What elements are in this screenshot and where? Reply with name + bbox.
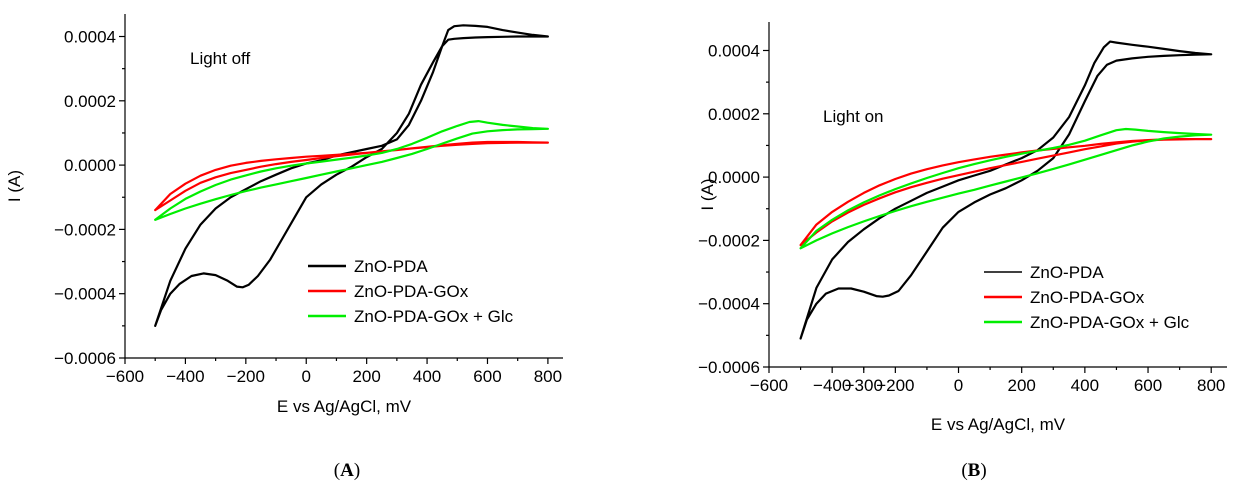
- y-tick-label: 0.0002: [708, 105, 760, 124]
- x-tick-label: −600: [106, 367, 144, 386]
- x-tick-label: 800: [1197, 376, 1225, 395]
- y-axis-title: I (A): [698, 178, 717, 210]
- series-line-1: [154, 24, 549, 327]
- chart-panel-b: −600 −400−300−200 0 200 400 600 800 −0.0006 −0.0…: [698, 22, 1227, 481]
- x-tick-label: 600: [473, 367, 501, 386]
- x-tick-label: −200: [876, 376, 914, 395]
- chart-panel-a: −600 −400 −200 0 200 400 600 800 −0.0006 −0.0004 −…: [5, 14, 563, 481]
- y-tick-label: 0.0004: [708, 41, 760, 60]
- legend: ZnO-PDA ZnO-PDA-GOx ZnO-PDA-GOx + Glc: [984, 263, 1190, 332]
- legend-label: ZnO-PDA-GOx: [1030, 288, 1145, 307]
- legend: ZnO-PDA ZnO-PDA-GOx ZnO-PDA-GOx + Glc: [308, 257, 514, 326]
- x-tick-label: 400: [413, 367, 441, 386]
- x-axis-title: E vs Ag/AgCl, mV: [277, 397, 412, 416]
- y-tick-label: 0.0000: [64, 156, 116, 175]
- series-line-2: [154, 140, 549, 212]
- y-tick-label: −0.0002: [698, 231, 760, 250]
- x-tick-label: 200: [352, 367, 380, 386]
- x-tick-label: −400: [813, 376, 851, 395]
- series-line-2: [799, 138, 1213, 247]
- y-tick-label: −0.0004: [54, 285, 116, 304]
- y-tick-label: 0.0000: [708, 168, 760, 187]
- annotation-text: Light off: [190, 49, 250, 68]
- y-tick-label: −0.0006: [54, 349, 116, 368]
- x-tick-label: 0: [954, 376, 963, 395]
- x-tick-label: −300: [845, 376, 883, 395]
- y-tick-label: −0.0006: [698, 358, 760, 377]
- series-line-3: [799, 127, 1213, 250]
- annotation-text: Light on: [823, 107, 884, 126]
- legend-label: ZnO-PDA-GOx: [354, 282, 469, 301]
- y-axis-title: I (A): [5, 170, 24, 202]
- panel-label: (A): [334, 460, 360, 481]
- y-tick-label: −0.0002: [54, 220, 116, 239]
- series-line-1: [799, 40, 1213, 340]
- x-axis-title: E vs Ag/AgCl, mV: [931, 415, 1066, 434]
- x-tick-label: 0: [302, 367, 311, 386]
- legend-label: ZnO-PDA-GOx + Glc: [354, 307, 514, 326]
- x-tick-label: 600: [1134, 376, 1162, 395]
- x-tick-label: 800: [534, 367, 562, 386]
- x-tick-label: 400: [1071, 376, 1099, 395]
- y-tick-label: 0.0004: [64, 28, 116, 47]
- x-tick-label: 200: [1008, 376, 1036, 395]
- x-tick-label: −600: [750, 376, 788, 395]
- panel-label: (B): [961, 460, 986, 481]
- legend-label: ZnO-PDA: [1030, 263, 1104, 282]
- legend-label: ZnO-PDA: [354, 257, 428, 276]
- y-tick-label: 0.0002: [64, 92, 116, 111]
- legend-label: ZnO-PDA-GOx + Glc: [1030, 313, 1190, 332]
- x-tick-label: −200: [227, 367, 265, 386]
- y-tick-label: −0.0004: [698, 295, 760, 314]
- series-line-3: [154, 120, 549, 221]
- x-tick-label: −400: [166, 367, 204, 386]
